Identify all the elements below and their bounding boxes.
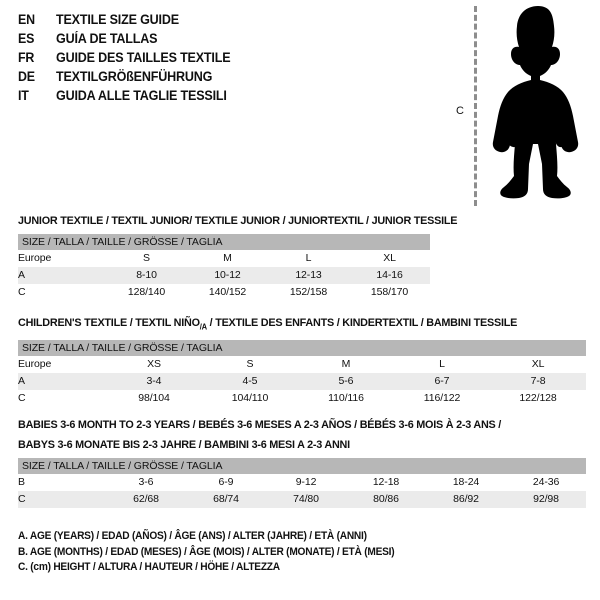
- children-cell: 6-7: [394, 373, 490, 391]
- children-cell: 110/116: [298, 390, 394, 408]
- children-cell: 122/128: [490, 390, 587, 408]
- babies-cell: 6-9: [186, 474, 266, 491]
- babies-band-row: SIZE / TALLA / TAILLE / GRÖSSE / TAGLIA: [18, 458, 587, 474]
- children-cell: 3-4: [106, 373, 202, 391]
- babies-cell: 92/98: [506, 491, 587, 508]
- language-title: TEXTILE SIZE GUIDE: [56, 12, 179, 27]
- babies-size-table: SIZE / TALLA / TAILLE / GRÖSSE / TAGLIA …: [18, 458, 587, 508]
- babies-band-label: SIZE / TALLA / TAILLE / GRÖSSE / TAGLIA: [18, 458, 587, 474]
- babies-cell: 24-36: [506, 474, 587, 491]
- babies-row-label: C: [18, 491, 106, 508]
- babies-cell: 80/86: [346, 491, 426, 508]
- babies-cell: 62/68: [106, 491, 186, 508]
- junior-cell: 10-12: [187, 267, 268, 284]
- babies-cell: 86/92: [426, 491, 506, 508]
- section-junior-textile: JUNIOR TEXTILE / TEXTIL JUNIOR/ TEXTILE …: [18, 214, 458, 301]
- table-row: A 8-10 10-12 12-13 14-16: [18, 267, 431, 284]
- junior-row-label: A: [18, 267, 106, 284]
- table-row: Europe XS S M L XL: [18, 356, 587, 374]
- junior-band-label: SIZE / TALLA / TAILLE / GRÖSSE / TAGLIA: [18, 234, 431, 250]
- children-band-row: SIZE / TALLA / TAILLE / GRÖSSE / TAGLIA: [18, 340, 587, 357]
- language-code: IT: [18, 88, 29, 103]
- junior-row-label: Europe: [18, 250, 106, 267]
- table-row: A 3-4 4-5 5-6 6-7 7-8: [18, 373, 587, 391]
- junior-cell: 140/152: [187, 284, 268, 301]
- language-header: EN TEXTILE SIZE GUIDE ES GUÍA DE TALLAS FR GU…: [18, 12, 418, 107]
- children-row-label: Europe: [18, 356, 106, 374]
- children-row-label: A: [18, 373, 106, 391]
- height-figure: C: [440, 0, 600, 215]
- children-band-label: SIZE / TALLA / TAILLE / GRÖSSE / TAGLIA: [18, 340, 587, 357]
- toddler-silhouette-icon: [492, 6, 579, 199]
- language-row: ES GUÍA DE TALLAS: [18, 31, 418, 50]
- children-cell: XL: [490, 356, 587, 374]
- language-row: IT GUIDA ALLE TAGLIE TESSILI: [18, 88, 418, 107]
- children-title-pre: CHILDREN'S TEXTILE / TEXTIL NIÑO: [18, 317, 200, 329]
- children-cell: 5-6: [298, 373, 394, 391]
- language-code: FR: [18, 50, 35, 65]
- junior-cell: 158/170: [349, 284, 431, 301]
- section-title-babies-line2: BABYS 3-6 MONATE BIS 2-3 JAHRE / BAMBINI…: [18, 439, 350, 451]
- height-label-c: C: [456, 105, 464, 117]
- language-title: GUIDE DES TAILLES TEXTILE: [56, 50, 231, 65]
- children-title-sub: /A: [199, 322, 207, 332]
- section-title-children: CHILDREN'S TEXTILE / TEXTIL NIÑO/A / TEX…: [18, 316, 558, 334]
- children-cell: 4-5: [202, 373, 298, 391]
- junior-cell: 12-13: [268, 267, 349, 284]
- children-cell: 98/104: [106, 390, 202, 408]
- junior-cell: 152/158: [268, 284, 349, 301]
- junior-cell: 128/140: [106, 284, 187, 301]
- legend-line-a: A. AGE (YEARS) / EDAD (AÑOS) / ÂGE (ANS)…: [18, 530, 367, 542]
- children-cell: M: [298, 356, 394, 374]
- junior-cell: L: [268, 250, 349, 267]
- section-babies-textile: BABIES 3-6 MONTH TO 2-3 YEARS / BEBÉS 3-…: [18, 418, 587, 508]
- table-row: Europe S M L XL: [18, 250, 431, 267]
- junior-cell: M: [187, 250, 268, 267]
- language-row: FR GUIDE DES TAILLES TEXTILE: [18, 50, 418, 69]
- junior-cell: 14-16: [349, 267, 431, 284]
- babies-cell: 18-24: [426, 474, 506, 491]
- junior-cell: XL: [349, 250, 431, 267]
- language-title: TEXTILGRÖßENFÜHRUNG: [56, 69, 213, 84]
- babies-cell: 3-6: [106, 474, 186, 491]
- height-dashed-line: [474, 6, 477, 206]
- children-cell: 104/110: [202, 390, 298, 408]
- junior-row-label: C: [18, 284, 106, 301]
- legend-line-c: C. (cm) HEIGHT / ALTURA / HAUTEUR / HÖHE…: [18, 561, 280, 573]
- babies-cell: 68/74: [186, 491, 266, 508]
- babies-row-label: B: [18, 474, 106, 491]
- language-row: DE TEXTILGRÖßENFÜHRUNG: [18, 69, 418, 88]
- table-row: C 62/68 68/74 74/80 80/86 86/92 92/98: [18, 491, 587, 508]
- table-row: C 128/140 140/152 152/158 158/170: [18, 284, 431, 301]
- legend-block: A. AGE (YEARS) / EDAD (AÑOS) / ÂGE (ANS)…: [18, 529, 538, 576]
- babies-cell: 9-12: [266, 474, 346, 491]
- children-cell: XS: [106, 356, 202, 374]
- language-title: GUÍA DE TALLAS: [56, 31, 158, 46]
- table-row: C 98/104 104/110 110/116 116/122 122/128: [18, 390, 587, 408]
- legend-line-b: B. AGE (MONTHS) / EDAD (MESES) / ÂGE (MO…: [18, 545, 395, 558]
- children-size-table: SIZE / TALLA / TAILLE / GRÖSSE / TAGLIA …: [18, 340, 587, 408]
- children-cell: 7-8: [490, 373, 587, 391]
- children-cell: S: [202, 356, 298, 374]
- babies-cell: 12-18: [346, 474, 426, 491]
- junior-cell: S: [106, 250, 187, 267]
- language-code: ES: [18, 31, 35, 46]
- section-childrens-textile: CHILDREN'S TEXTILE / TEXTIL NIÑO/A / TEX…: [18, 316, 587, 408]
- language-code: EN: [18, 12, 35, 27]
- children-cell: 116/122: [394, 390, 490, 408]
- section-title-babies-line1: BABIES 3-6 MONTH TO 2-3 YEARS / BEBÉS 3-…: [18, 419, 502, 431]
- junior-cell: 8-10: [106, 267, 187, 284]
- junior-band-row: SIZE / TALLA / TAILLE / GRÖSSE / TAGLIA: [18, 234, 431, 250]
- babies-cell: 74/80: [266, 491, 346, 508]
- children-row-label: C: [18, 390, 106, 408]
- language-code: DE: [18, 69, 35, 84]
- junior-size-table: SIZE / TALLA / TAILLE / GRÖSSE / TAGLIA …: [18, 234, 431, 301]
- section-title-junior: JUNIOR TEXTILE / TEXTIL JUNIOR/ TEXTILE …: [18, 215, 458, 227]
- children-cell: L: [394, 356, 490, 374]
- children-title-post: / TEXTILE DES ENFANTS / KINDERTEXTIL / B…: [206, 317, 518, 329]
- language-row: EN TEXTILE SIZE GUIDE: [18, 12, 418, 31]
- language-title: GUIDA ALLE TAGLIE TESSILI: [56, 88, 227, 103]
- table-row: B 3-6 6-9 9-12 12-18 18-24 24-36: [18, 474, 587, 491]
